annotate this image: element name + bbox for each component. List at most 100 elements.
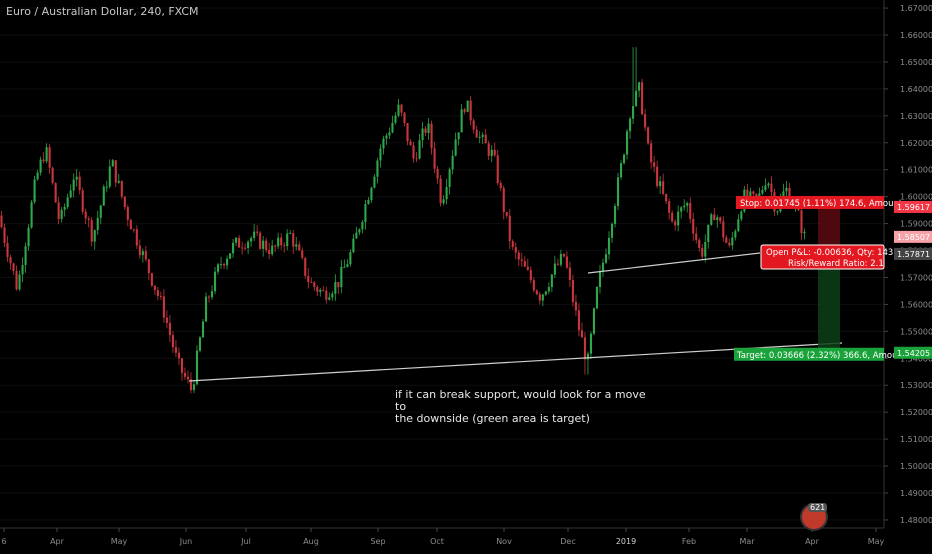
candle-body: [704, 241, 707, 257]
candle-body: [213, 271, 217, 292]
candle-body: [262, 240, 265, 249]
candle-body: [12, 263, 15, 271]
candle-body: [481, 134, 484, 137]
logo-count: 621: [808, 503, 828, 512]
stop-label-box[interactable]: [736, 195, 884, 209]
candle-body: [90, 219, 93, 242]
x-tick-label: Jun: [179, 537, 193, 546]
candle-body: [352, 238, 355, 253]
candle-body: [379, 148, 382, 161]
candle-body: [767, 183, 770, 186]
stop-zone[interactable]: [818, 206, 840, 255]
candle-body: [358, 229, 361, 233]
candle-body: [328, 297, 331, 300]
candle-body: [674, 221, 677, 226]
candle-body: [355, 232, 358, 239]
candle-body: [451, 155, 454, 170]
candle-body: [460, 109, 463, 133]
candle-body: [18, 274, 21, 290]
candle-body: [216, 264, 220, 272]
candle-body: [96, 217, 99, 231]
candle-body: [51, 167, 54, 184]
y-tick-label: 1.63000: [900, 112, 932, 121]
candle-body: [289, 233, 292, 235]
candle-body: [746, 189, 749, 199]
candle-body: [195, 350, 199, 385]
candle-body: [782, 191, 785, 198]
candle-body: [665, 193, 668, 202]
candle-body: [238, 237, 241, 248]
x-tick-label: Dec: [560, 537, 575, 546]
candle-body: [259, 232, 262, 249]
x-tick-label: May: [111, 537, 128, 546]
candle-body: [770, 183, 773, 193]
pnl-box[interactable]: [760, 244, 885, 270]
candle-body: [223, 263, 226, 266]
candle-body: [292, 233, 295, 247]
candle-body: [135, 229, 138, 246]
candle-body: [265, 240, 268, 251]
candle-body: [93, 230, 96, 242]
candle-body: [229, 253, 232, 259]
candle-body: [562, 253, 565, 257]
candle-body: [0, 215, 3, 228]
candle-body: [659, 181, 662, 187]
candle-body: [583, 337, 587, 360]
candle-body: [475, 129, 478, 138]
candle-body: [439, 178, 442, 204]
candle-body: [42, 159, 45, 162]
candle-body: [556, 263, 559, 265]
x-tick-label: May: [868, 537, 885, 546]
candle-body: [189, 379, 193, 391]
candle-body: [114, 160, 117, 183]
candle-body: [589, 333, 593, 354]
candle-body: [84, 211, 87, 219]
y-tick-label: 1.65000: [900, 58, 932, 67]
candle-body: [210, 291, 214, 298]
y-tick-label: 1.59000: [900, 220, 932, 229]
candle-body: [9, 257, 12, 264]
candle-body: [469, 100, 472, 121]
candle-body: [448, 169, 451, 187]
candle-body: [686, 203, 689, 206]
candle-body: [641, 82, 644, 115]
candle-body: [490, 149, 493, 156]
candle-body: [141, 251, 144, 256]
candle-body: [165, 317, 168, 323]
candle-body: [168, 322, 171, 336]
x-tick-label: Apr: [50, 537, 65, 546]
candle-body: [24, 246, 27, 266]
candle-body: [622, 154, 626, 164]
candle-body: [526, 266, 529, 270]
candle-body: [322, 289, 325, 291]
y-tick-label: 1.55000: [900, 327, 932, 336]
candle-body: [662, 181, 665, 194]
candle-body: [102, 186, 105, 206]
support-line-major[interactable]: [188, 342, 843, 382]
ratio-label: Risk/Reward Ratio: 2.1: [788, 259, 884, 269]
candle-body: [298, 244, 301, 251]
candle-body: [283, 245, 286, 247]
candle-body: [541, 294, 544, 301]
candle-body: [247, 241, 250, 249]
target-label-box[interactable]: [734, 347, 884, 361]
candle-body: [788, 187, 791, 203]
support-line-minor[interactable]: [587, 252, 761, 274]
candle-body: [201, 321, 205, 338]
candle-body: [668, 201, 671, 213]
candle-body: [253, 231, 256, 239]
y-tick-label: 1.50000: [900, 462, 932, 471]
candle-body: [232, 242, 235, 254]
candle-body: [725, 237, 728, 243]
candle-body: [337, 282, 340, 288]
candle-body: [508, 215, 511, 242]
candle-body: [719, 217, 722, 222]
price-marker: [894, 346, 932, 359]
candle-body: [514, 247, 517, 253]
candle-body: [177, 352, 180, 359]
candle-body: [66, 197, 69, 207]
target-zone[interactable]: [818, 254, 840, 353]
y-tick-label: 1.52000: [900, 408, 932, 417]
